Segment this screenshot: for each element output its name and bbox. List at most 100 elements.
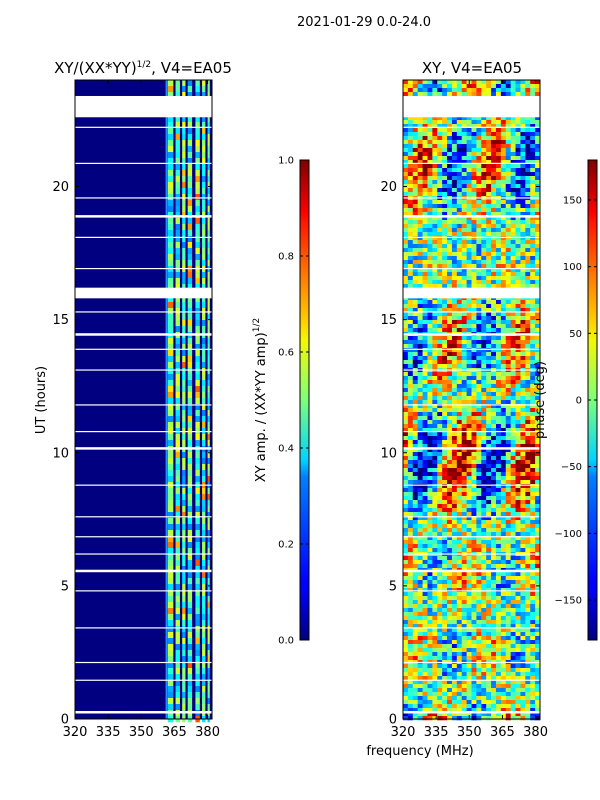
phase-cell [466, 512, 472, 517]
amplitude-cell [202, 308, 206, 315]
phase-cell [412, 328, 419, 333]
phase-cell [535, 172, 541, 177]
phase-cell [495, 464, 502, 469]
phase-cell [427, 316, 433, 321]
amplitude-cell [182, 314, 186, 321]
amplitude-cell [167, 680, 174, 687]
phase-cell [456, 256, 463, 261]
phase-cell [451, 180, 458, 185]
phase-cell [510, 336, 516, 341]
phase-cell [442, 200, 448, 205]
phase-cell [407, 484, 414, 489]
phase-cell [403, 656, 409, 661]
amplitude-gap-row [75, 311, 212, 313]
phase-cell [417, 596, 423, 601]
phase-cell [437, 328, 443, 333]
phase-cell [525, 80, 531, 85]
phase-cell [456, 140, 463, 145]
phase-cell [495, 628, 502, 633]
phase-cell [525, 172, 531, 177]
phase-cell [495, 244, 502, 249]
phase-cell [437, 484, 443, 489]
phase-cell [451, 544, 458, 549]
phase-cell [491, 644, 497, 649]
phase-cell [481, 188, 487, 193]
phase-cell [442, 336, 448, 341]
phase-cell [412, 576, 419, 581]
phase-cell [535, 636, 541, 641]
amplitude-cell [187, 530, 193, 537]
phase-cell [417, 668, 423, 673]
phase-cell [476, 620, 482, 625]
phase-cell [515, 128, 521, 133]
phase-cell [461, 496, 468, 501]
phase-cell [461, 392, 468, 397]
phase-cell [407, 404, 414, 409]
phase-cell [530, 264, 536, 269]
amplitude-cell [182, 398, 186, 405]
phase-cell [447, 184, 453, 189]
phase-cell [471, 656, 477, 661]
phase-cell [412, 488, 419, 493]
phase-cell [530, 632, 536, 637]
phase-cell [407, 460, 414, 465]
phase-cell [495, 436, 502, 441]
phase-cell [481, 256, 487, 261]
phase-cell [481, 584, 487, 589]
phase-cell [525, 472, 531, 477]
amplitude-cell [195, 176, 200, 183]
phase-cell [442, 432, 448, 437]
phase-cell [525, 268, 531, 273]
phase-cell [447, 144, 453, 149]
phase-cell [520, 484, 526, 489]
phase-cell [530, 156, 536, 161]
phase-cell [491, 256, 497, 261]
amplitude-y-axis-label: UT (hours) [34, 366, 49, 434]
amplitude-cell [187, 686, 193, 693]
phase-cell [481, 144, 487, 149]
phase-cell [505, 596, 512, 601]
phase-cell [530, 644, 536, 649]
phase-cell [417, 308, 423, 313]
phase-cell [456, 504, 463, 509]
amplitude-cell [175, 128, 180, 135]
amplitude-cell [182, 434, 186, 441]
phase-cell [432, 428, 438, 433]
phase-cell [481, 496, 487, 501]
phase-cell [447, 280, 453, 285]
phase-cell [407, 400, 414, 405]
phase-cell [481, 316, 487, 321]
phase-cell [535, 640, 541, 645]
phase-cell [422, 212, 428, 217]
amplitude-cell [182, 194, 186, 201]
y-tick-label: 15 [52, 313, 69, 328]
phase-cell [461, 240, 468, 245]
phase-cell [407, 376, 414, 381]
phase-cell [442, 644, 448, 649]
phase-cell [495, 80, 502, 85]
phase-cell [491, 140, 497, 145]
amplitude-cell [175, 182, 180, 189]
phase-cell [427, 512, 433, 517]
phase-cell [491, 176, 497, 181]
phase-cell [486, 188, 492, 193]
phase-cell [456, 336, 463, 341]
phase-cell [442, 436, 448, 441]
phase-cell [437, 392, 443, 397]
phase-cell [427, 572, 433, 577]
phase-cell [447, 628, 453, 633]
phase-cell [427, 372, 433, 377]
phase-cell [471, 668, 477, 673]
phase-cell [505, 476, 512, 481]
phase-cell [466, 376, 472, 381]
phase-cell [525, 588, 531, 593]
phase-cell [447, 188, 453, 193]
phase-cell [525, 152, 531, 157]
phase-cell [447, 400, 453, 405]
phase-cell [432, 460, 438, 465]
amplitude-cell [175, 92, 180, 99]
phase-cell [427, 628, 433, 633]
phase-cell [505, 300, 512, 305]
phase-cell [447, 620, 453, 625]
phase-cell [505, 456, 512, 461]
